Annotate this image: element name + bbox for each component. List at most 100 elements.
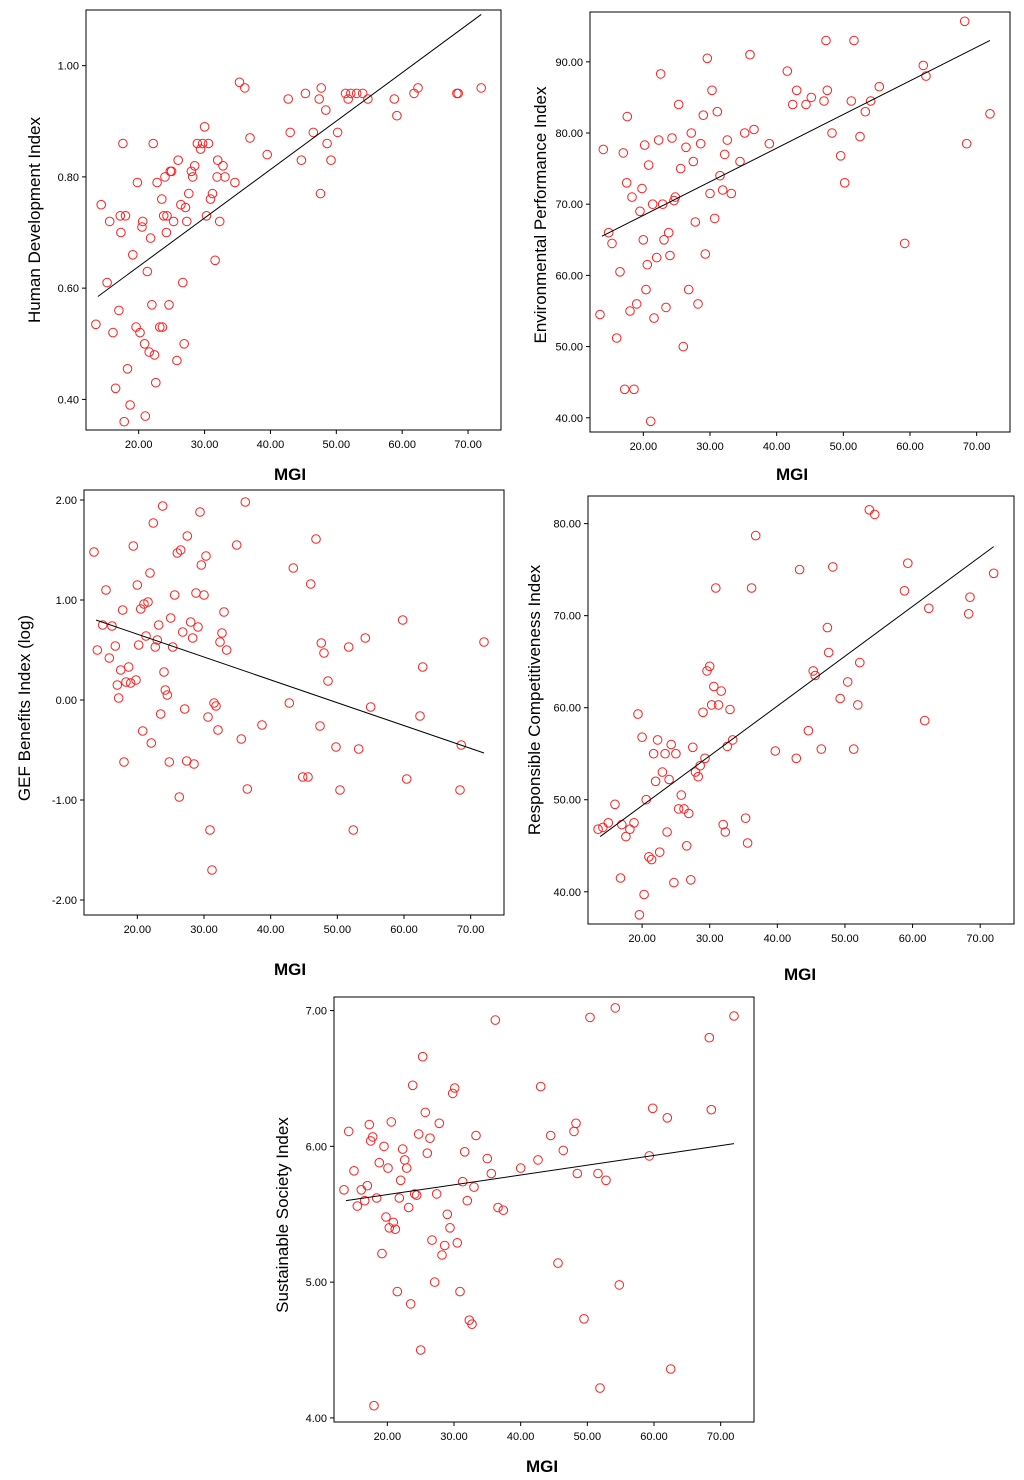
data-point: [427, 1235, 437, 1245]
data-point: [220, 172, 230, 182]
data-point: [212, 172, 222, 182]
data-point: [140, 411, 151, 421]
data-point: [212, 155, 223, 165]
data-point: [848, 744, 859, 754]
data-point: [151, 377, 161, 388]
data-point: [97, 620, 108, 630]
data-point: [806, 92, 817, 103]
data-point: [169, 590, 180, 600]
data-point: [545, 1130, 556, 1141]
data-point: [407, 1080, 418, 1091]
data-point: [919, 715, 930, 726]
data-point: [429, 1277, 440, 1287]
plot-frame: [83, 489, 505, 916]
fit-line: [345, 1143, 735, 1202]
data-point: [152, 177, 162, 188]
data-point: [89, 547, 99, 557]
data-point: [667, 133, 677, 143]
data-point: [498, 1205, 509, 1215]
data-point: [816, 744, 827, 754]
data-point: [132, 177, 143, 188]
y-tick-label: 70.00: [553, 611, 581, 623]
data-point: [145, 233, 156, 243]
data-point: [357, 88, 368, 99]
data-point: [172, 548, 183, 558]
data-point: [394, 1193, 405, 1203]
data-point: [610, 1003, 621, 1013]
data-point: [315, 188, 326, 199]
data-point: [120, 211, 131, 221]
data-point: [725, 704, 735, 715]
data-point: [476, 83, 487, 93]
data-point: [717, 185, 728, 195]
data-point: [705, 188, 715, 199]
data-point: [690, 767, 701, 777]
data-point: [603, 227, 614, 238]
y-axis-label: Responsible Competitiveness Index: [525, 564, 544, 835]
data-point: [116, 227, 126, 238]
data-point: [119, 757, 129, 767]
data-point: [316, 638, 327, 648]
data-point: [165, 613, 176, 623]
data-point: [369, 1400, 379, 1411]
chart-gef-benefits-index: -2.00 -1.00 0.00 1.00 2.00 20.00 30.00 40.00 50…: [15, 489, 505, 979]
scatter-points: [91, 77, 487, 427]
data-point: [213, 725, 223, 735]
data-point: [349, 1166, 359, 1176]
data-point: [96, 199, 106, 210]
data-point: [142, 266, 153, 277]
data-point: [439, 1240, 450, 1251]
data-point: [240, 497, 251, 507]
data-point: [125, 400, 135, 410]
data-point: [420, 1107, 431, 1118]
data-point: [924, 603, 934, 614]
data-point: [593, 824, 603, 835]
data-point: [179, 704, 190, 714]
x-tick-label: 70.00: [963, 441, 991, 453]
y-tick-label: 5.00: [306, 1277, 327, 1289]
data-point: [490, 1015, 501, 1025]
data-point: [486, 1168, 497, 1179]
data-point: [193, 622, 203, 632]
data-point: [535, 1081, 546, 1092]
data-point: [467, 1319, 477, 1330]
data-point: [700, 753, 710, 764]
data-point: [695, 138, 706, 149]
data-point: [553, 1258, 563, 1268]
data-point: [175, 545, 186, 555]
data-point: [593, 1168, 603, 1179]
data-point: [395, 1175, 406, 1186]
data-point: [700, 249, 711, 259]
data-point: [750, 530, 761, 541]
data-point: [399, 1155, 410, 1165]
data-point: [210, 255, 220, 266]
y-axis-label: Environmental Performance Index: [531, 86, 550, 344]
data-point: [959, 16, 970, 27]
data-point: [379, 1141, 389, 1152]
data-point: [92, 645, 103, 655]
data-point: [449, 1083, 460, 1093]
data-point: [392, 110, 402, 121]
data-point: [749, 124, 759, 135]
x-tick-label: 60.00: [896, 441, 924, 453]
data-point: [257, 720, 267, 730]
data-point: [625, 824, 635, 835]
data-point: [182, 216, 192, 227]
data-point: [101, 585, 111, 595]
x-tick-label: 50.00: [324, 924, 352, 936]
data-point: [104, 216, 115, 227]
data-point: [726, 188, 737, 199]
y-tick-label: 70.00: [555, 199, 583, 211]
data-point: [729, 1011, 739, 1021]
data-point: [469, 1182, 479, 1192]
data-point: [187, 633, 198, 643]
data-point: [603, 818, 614, 828]
data-point: [745, 49, 755, 60]
data-point: [199, 122, 210, 132]
data-point: [835, 151, 846, 161]
x-tick-label: 70.00: [457, 924, 485, 936]
data-point: [648, 748, 659, 759]
data-point: [598, 144, 609, 155]
data-point: [641, 284, 651, 295]
x-tick-label: 60.00: [388, 439, 416, 451]
